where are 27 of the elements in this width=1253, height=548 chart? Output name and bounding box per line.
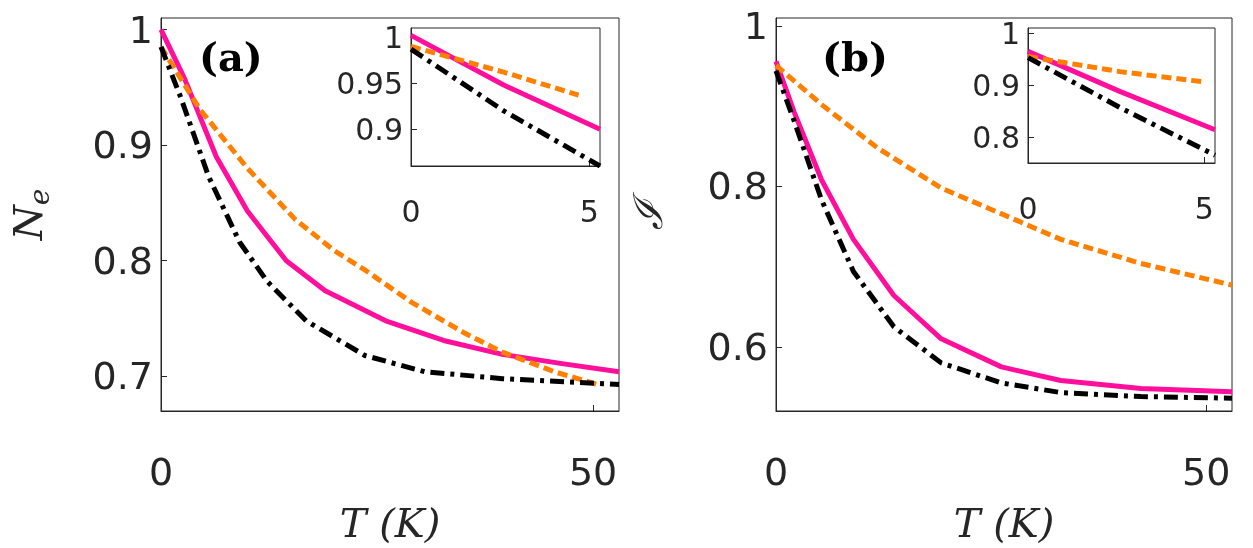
x-tick-label: 50 [568,450,618,494]
y-tick-label: 0.9 [355,111,403,147]
x-tick-label: 0 [401,193,421,229]
x-axis-title: T (K) [339,500,441,546]
y-tick-label: 1 [1000,15,1020,51]
y-tick-label: 0.9 [92,123,153,168]
y-axis-title: Ne [5,188,56,242]
x-tick-label: 5 [579,193,599,229]
y-tick-label: 0.6 [707,324,768,369]
x-tick-label: 5 [1194,190,1214,226]
y-tick-label: 0.9 [972,67,1020,103]
y-tick-label: 1 [383,19,403,55]
x-tick-label: 0 [763,450,789,494]
y-tick-label: 1 [743,4,768,49]
annotation: (b) [822,32,888,80]
y-tick-label: 1 [128,7,153,52]
y-tick-label: 0.8 [92,238,153,283]
y-tick-label: 0.8 [972,119,1020,155]
x-tick-label: 0 [1018,190,1038,226]
x-tick-label: 50 [1182,450,1231,494]
x-axis-title: T (K) [953,500,1055,546]
annotation: (a) [199,32,263,80]
y-tick-label: 0.8 [707,164,768,209]
y-axis-title: ℐ [625,190,671,230]
y-tick-label: 0.95 [336,65,403,101]
y-tick-label: 0.7 [92,354,153,399]
x-tick-label: 0 [148,450,174,494]
